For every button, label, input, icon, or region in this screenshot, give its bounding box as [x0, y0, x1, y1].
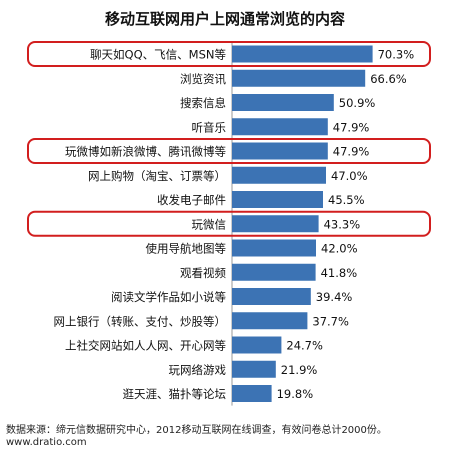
value-label: 24.7% [286, 339, 323, 353]
category-label: 逛天涯、猫扑等论坛 [123, 387, 227, 401]
category-label: 使用导航地图等 [146, 242, 227, 256]
category-label: 搜索信息 [180, 96, 226, 110]
category-label: 收发电子邮件 [157, 193, 226, 207]
value-label: 50.9% [339, 96, 376, 110]
value-label: 66.6% [370, 72, 407, 86]
category-label: 阅读文学作品如小说等 [111, 290, 226, 304]
highlight-outline [27, 41, 431, 67]
highlight-outline [27, 210, 431, 237]
chart-title: 移动互联网用户上网通常浏览的内容 [105, 10, 345, 28]
highlight-outline [27, 138, 431, 164]
category-label: 观看视频 [180, 266, 226, 280]
bar [232, 336, 282, 354]
bar [232, 69, 366, 87]
category-label: 网上购物（淘宝、订票等） [88, 169, 226, 183]
bar [232, 191, 323, 208]
bar [232, 45, 373, 63]
bar [232, 312, 308, 330]
value-label: 39.4% [316, 290, 353, 304]
value-label: 47.0% [331, 169, 368, 183]
value-label: 43.3% [324, 217, 361, 231]
category-label: 聊天如QQ、飞信、MSN等 [90, 48, 226, 62]
bar [232, 166, 326, 184]
value-label: 21.9% [281, 363, 318, 377]
value-label: 45.5% [328, 193, 365, 207]
category-label: 上社交网站如人人网、开心网等 [65, 339, 226, 353]
bar [232, 288, 311, 305]
value-label: 41.8% [321, 266, 358, 280]
category-label: 玩微信 [192, 217, 227, 231]
bar [232, 94, 334, 111]
bar [232, 239, 316, 257]
bar [232, 118, 328, 136]
source-note: 数据来源：缔元信数据研究中心，2012移动互联网在线调查，有效问卷总计2000份… [6, 425, 387, 436]
value-label: 19.8% [277, 387, 314, 401]
value-label: 47.9% [333, 120, 370, 134]
value-label: 42.0% [321, 242, 358, 256]
bar [232, 215, 319, 233]
value-label: 37.7% [312, 314, 349, 328]
bar [232, 385, 272, 402]
bar [232, 360, 276, 378]
value-label: 70.3% [378, 48, 415, 62]
category-label: 网上银行（转账、支付、炒股等） [54, 314, 227, 328]
bar [232, 263, 316, 281]
value-label: 47.9% [333, 145, 370, 159]
bar [232, 142, 328, 160]
category-label: 玩微博如新浪微博、腾讯微博等 [65, 145, 226, 159]
category-label: 玩网络游戏 [169, 363, 227, 377]
category-label: 浏览资讯 [180, 72, 226, 86]
category-label: 听音乐 [192, 120, 227, 134]
site-url: www.dratio.com [6, 437, 87, 448]
